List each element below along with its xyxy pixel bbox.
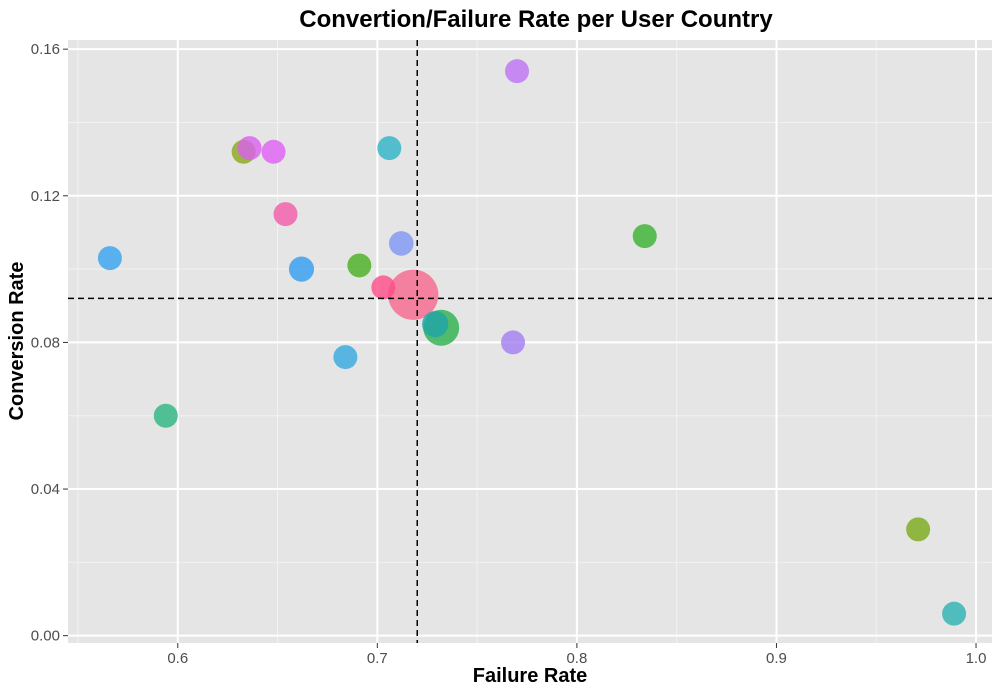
y-axis: 0.00 0.04 0.08 0.12 0.16 [31,41,68,645]
x-tick-label: 0.9 [766,650,787,667]
data-point [906,517,931,542]
data-point [273,202,298,227]
data-point [288,256,315,282]
y-tick-label: 0.08 [31,334,60,351]
y-tick-label: 0.04 [31,481,60,498]
data-point [377,136,402,161]
x-tick-label: 1.0 [966,650,987,667]
data-point [237,136,262,161]
y-tick-label: 0.00 [31,628,60,645]
data-point [501,330,526,355]
x-axis-title: Failure Rate [473,665,587,687]
data-point [333,345,358,370]
x-tick-label: 0.6 [167,650,188,667]
data-point [97,246,122,271]
data-point [422,310,449,338]
y-axis-title: Conversion Rate [6,262,28,421]
data-point [371,275,396,300]
reference-lines [68,40,992,643]
x-axis: 0.6 0.7 0.8 0.9 1.0 [167,643,986,667]
data-point [942,601,967,626]
data-point [388,269,439,320]
x-tick-label: 0.7 [367,650,388,667]
x-tick-label: 0.8 [566,650,587,667]
data-point [388,231,414,256]
points-layer [97,59,967,626]
data-point [153,403,178,428]
chart-title: Convertion/Failure Rate per User Country [299,6,773,33]
data-point [505,59,530,84]
y-tick-label: 0.16 [31,41,60,58]
data-point [347,253,372,278]
data-point [261,139,286,164]
y-tick-label: 0.12 [31,188,60,205]
grid-major [68,40,992,643]
data-point [632,224,657,249]
